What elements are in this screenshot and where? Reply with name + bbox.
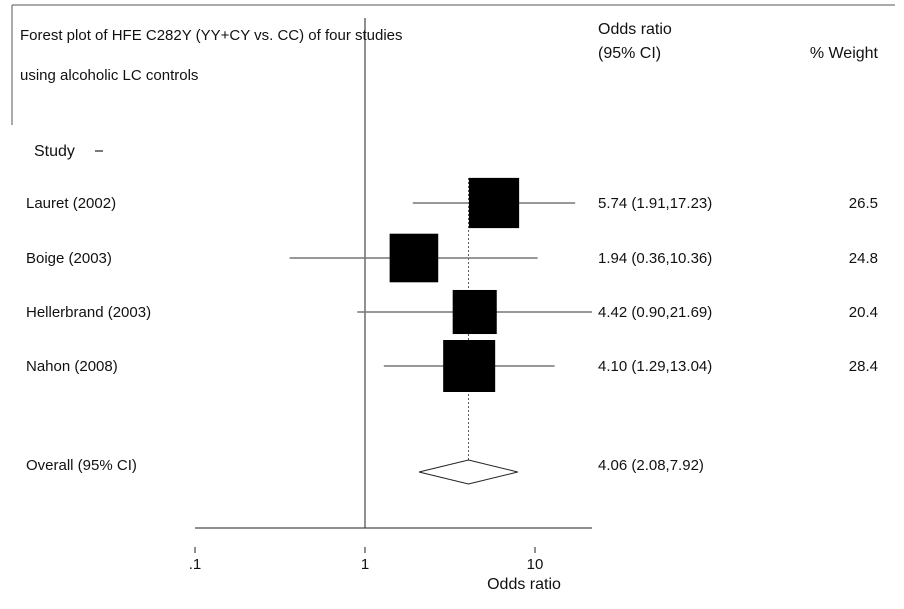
plot-marks: Lauret (2002) 5.74 (1.91,17.23) 26.5 Boige …: [26, 18, 878, 528]
study-weight: 28.4: [849, 358, 878, 375]
point-estimate-box: [452, 289, 497, 335]
point-estimate-box: [468, 177, 520, 229]
study-name: Boige (2003): [26, 250, 112, 267]
overall-diamond: [418, 459, 518, 485]
x-tick-label: .1: [189, 556, 202, 573]
x-axis-ticks: .1 1 10: [189, 547, 544, 573]
chart-title-line-2: using alcoholic LC controls: [20, 67, 198, 84]
x-tick-label: 10: [527, 556, 544, 573]
study-or-ci: 1.94 (0.36,10.36): [598, 250, 712, 267]
study-weight: 26.5: [849, 195, 878, 212]
study-weight: 20.4: [849, 304, 878, 321]
overall-or-ci: 4.06 (2.08,7.92): [598, 457, 704, 474]
study-name: Nahon (2008): [26, 358, 118, 375]
or-header-line-2: (95% CI): [598, 45, 661, 62]
study-or-ci: 4.10 (1.29,13.04): [598, 358, 712, 375]
chart-title-line-1: Forest plot of HFE C282Y (YY+CY vs. CC) …: [20, 27, 403, 44]
x-tick-label: 1: [361, 556, 369, 573]
point-estimate-box: [389, 233, 439, 283]
study-or-ci: 5.74 (1.91,17.23): [598, 195, 712, 212]
study-or-ci: 4.42 (0.90,21.69): [598, 304, 712, 321]
overall-label: Overall (95% CI): [26, 457, 137, 474]
study-header: Study: [34, 143, 75, 160]
study-name: Hellerbrand (2003): [26, 304, 151, 321]
weight-header: % Weight: [810, 45, 879, 62]
point-estimate-box: [443, 340, 496, 392]
study-weight: 24.8: [849, 250, 878, 267]
study-name: Lauret (2002): [26, 195, 116, 212]
or-header-line-1: Odds ratio: [598, 21, 672, 38]
x-axis-label: Odds ratio: [487, 576, 561, 593]
